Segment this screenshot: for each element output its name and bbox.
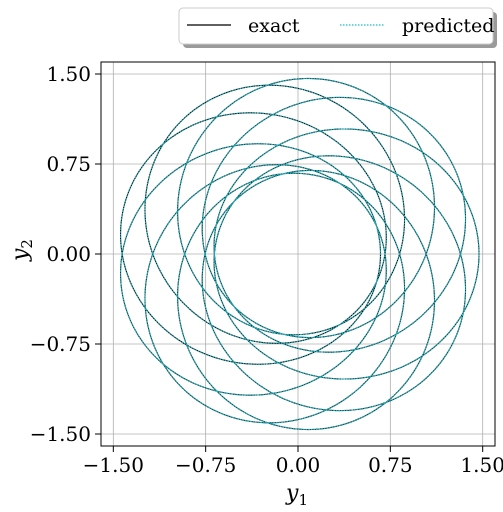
grid-lines [101,62,495,446]
y-tick-label-4: 1.50 [46,62,91,86]
plot-area [119,77,480,431]
x-tick-label-4: 1.50 [460,453,503,477]
x-tick-label-1: −0.75 [175,453,236,477]
y-tick-label-3: 0.75 [46,152,91,176]
x-axis-label: y1 [285,481,308,509]
legend: exact predicted [178,7,497,48]
legend-label-exact: exact [248,15,300,37]
y-axis-label: y2 [8,239,36,262]
y-tick-label-2: 0.00 [46,242,91,266]
legend-label-predicted: predicted [402,15,494,37]
y-tick-label-0: −1.50 [30,422,91,446]
axis-ticks: −1.50 −0.75 0.00 0.75 1.50 −1.50 −0.75 0.00 0.75… [30,62,503,477]
y-tick-label-1: −0.75 [30,332,91,356]
series-line-predicted [120,78,480,430]
x-tick-label-0: −1.50 [83,453,144,477]
legend-box [178,7,494,45]
x-tick-label-3: 0.75 [368,453,413,477]
x-tick-label-2: 0.00 [276,453,321,477]
